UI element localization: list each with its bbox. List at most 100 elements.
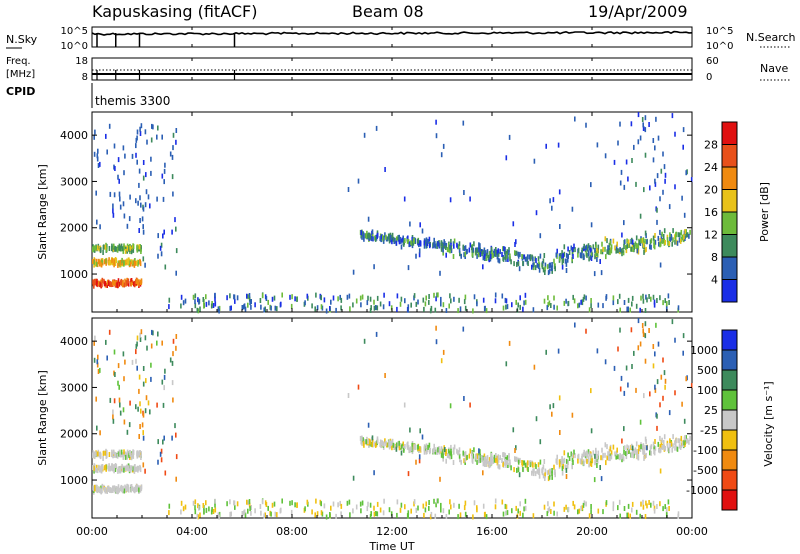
power-echo	[136, 245, 138, 251]
velocity-echo	[149, 409, 151, 415]
power-echo	[669, 232, 671, 238]
velocity-echo	[644, 444, 646, 450]
velocity-echo	[625, 454, 628, 460]
velocity-echo	[101, 465, 103, 471]
power-echo	[135, 152, 137, 158]
velocity-echo	[92, 486, 94, 492]
power-echo	[133, 282, 136, 288]
power-echo	[565, 261, 568, 267]
velocity-echo	[528, 460, 531, 466]
power-echo	[442, 250, 444, 256]
power-echo	[595, 241, 597, 247]
velocity-echo	[544, 468, 547, 474]
velocity-echo	[590, 462, 593, 467]
velocity-echo	[548, 474, 551, 480]
power-echo	[408, 242, 410, 248]
velocity-echo	[111, 449, 113, 455]
velocity-echo	[367, 422, 370, 428]
velocity-echo	[524, 498, 527, 504]
velocity-echo	[650, 502, 652, 508]
power-echo	[97, 245, 99, 251]
velocity-echo	[659, 447, 662, 453]
velocity-echo	[590, 453, 592, 459]
power-echo	[161, 173, 164, 179]
power-echo	[593, 271, 596, 277]
power-echo	[604, 153, 607, 159]
power-echo	[106, 149, 108, 155]
power-echo	[631, 158, 633, 163]
power-echo	[243, 303, 246, 309]
power-echo	[583, 243, 585, 249]
power-echo	[547, 302, 549, 308]
velocity-echo	[503, 455, 506, 461]
velocity-echo	[108, 463, 110, 469]
power-echo	[506, 249, 509, 255]
power-echo	[138, 244, 140, 250]
velocity-echo	[627, 512, 629, 518]
velocity-echo	[635, 449, 637, 455]
power-echo	[685, 232, 688, 238]
velocity-echo	[566, 463, 569, 469]
velocity-echo	[320, 510, 323, 516]
velocity-echo	[637, 345, 640, 351]
power-echo	[585, 122, 587, 128]
x-tick-label: 20:00	[576, 525, 608, 538]
x-tick-label: 04:00	[176, 525, 208, 538]
velocity-echo	[572, 460, 574, 465]
power-echo	[127, 281, 130, 286]
velocity-echo	[559, 462, 561, 468]
power-echo	[142, 206, 145, 212]
velocity-echo	[638, 446, 641, 451]
power-echo	[113, 262, 115, 268]
velocity-echo	[482, 470, 484, 476]
velocity-echo	[337, 502, 339, 508]
power-echo	[137, 200, 139, 206]
power-echo	[109, 281, 112, 287]
power-echo	[683, 212, 686, 218]
power-echo	[120, 278, 123, 284]
power-echo	[550, 303, 552, 308]
velocity-echo	[383, 441, 385, 447]
power-echo	[218, 308, 220, 314]
velocity-echo	[546, 470, 549, 476]
power-echo	[93, 245, 96, 251]
velocity-echo	[532, 462, 534, 468]
power-echo	[407, 235, 409, 241]
power-echo	[648, 122, 650, 127]
power-colorbar-tick-label: 28	[704, 139, 718, 152]
power-echo	[495, 251, 497, 257]
velocity-echo	[495, 457, 497, 463]
velocity-echo	[567, 459, 569, 465]
power-echo	[505, 253, 508, 259]
velocity-echo	[139, 401, 141, 407]
velocity-echo	[407, 513, 409, 519]
velocity-echo	[570, 451, 573, 457]
power-echo	[114, 246, 116, 252]
power-echo	[418, 252, 421, 258]
velocity-echo	[577, 458, 579, 464]
power-echo	[385, 234, 387, 240]
power-echo	[121, 257, 123, 263]
power-echo	[132, 243, 135, 249]
power-echo	[689, 229, 691, 235]
velocity-echo	[243, 509, 246, 515]
power-echo	[101, 259, 103, 265]
power-echo	[488, 251, 491, 257]
velocity-echo	[304, 506, 306, 512]
velocity-echo	[248, 502, 251, 508]
power-echo	[528, 254, 531, 260]
velocity-echo	[473, 500, 476, 506]
power-echo	[145, 172, 147, 178]
power-echo	[382, 235, 384, 241]
velocity-echo	[348, 499, 351, 505]
power-echo	[664, 298, 666, 304]
power-echo	[136, 278, 139, 284]
power-echo	[139, 218, 141, 223]
velocity-echo	[131, 359, 134, 365]
power-echo	[357, 178, 360, 184]
velocity-echo	[413, 444, 415, 450]
power-echo	[625, 248, 628, 254]
velocity-echo	[97, 486, 100, 492]
power-echo	[352, 302, 354, 308]
power-echo	[445, 252, 447, 258]
